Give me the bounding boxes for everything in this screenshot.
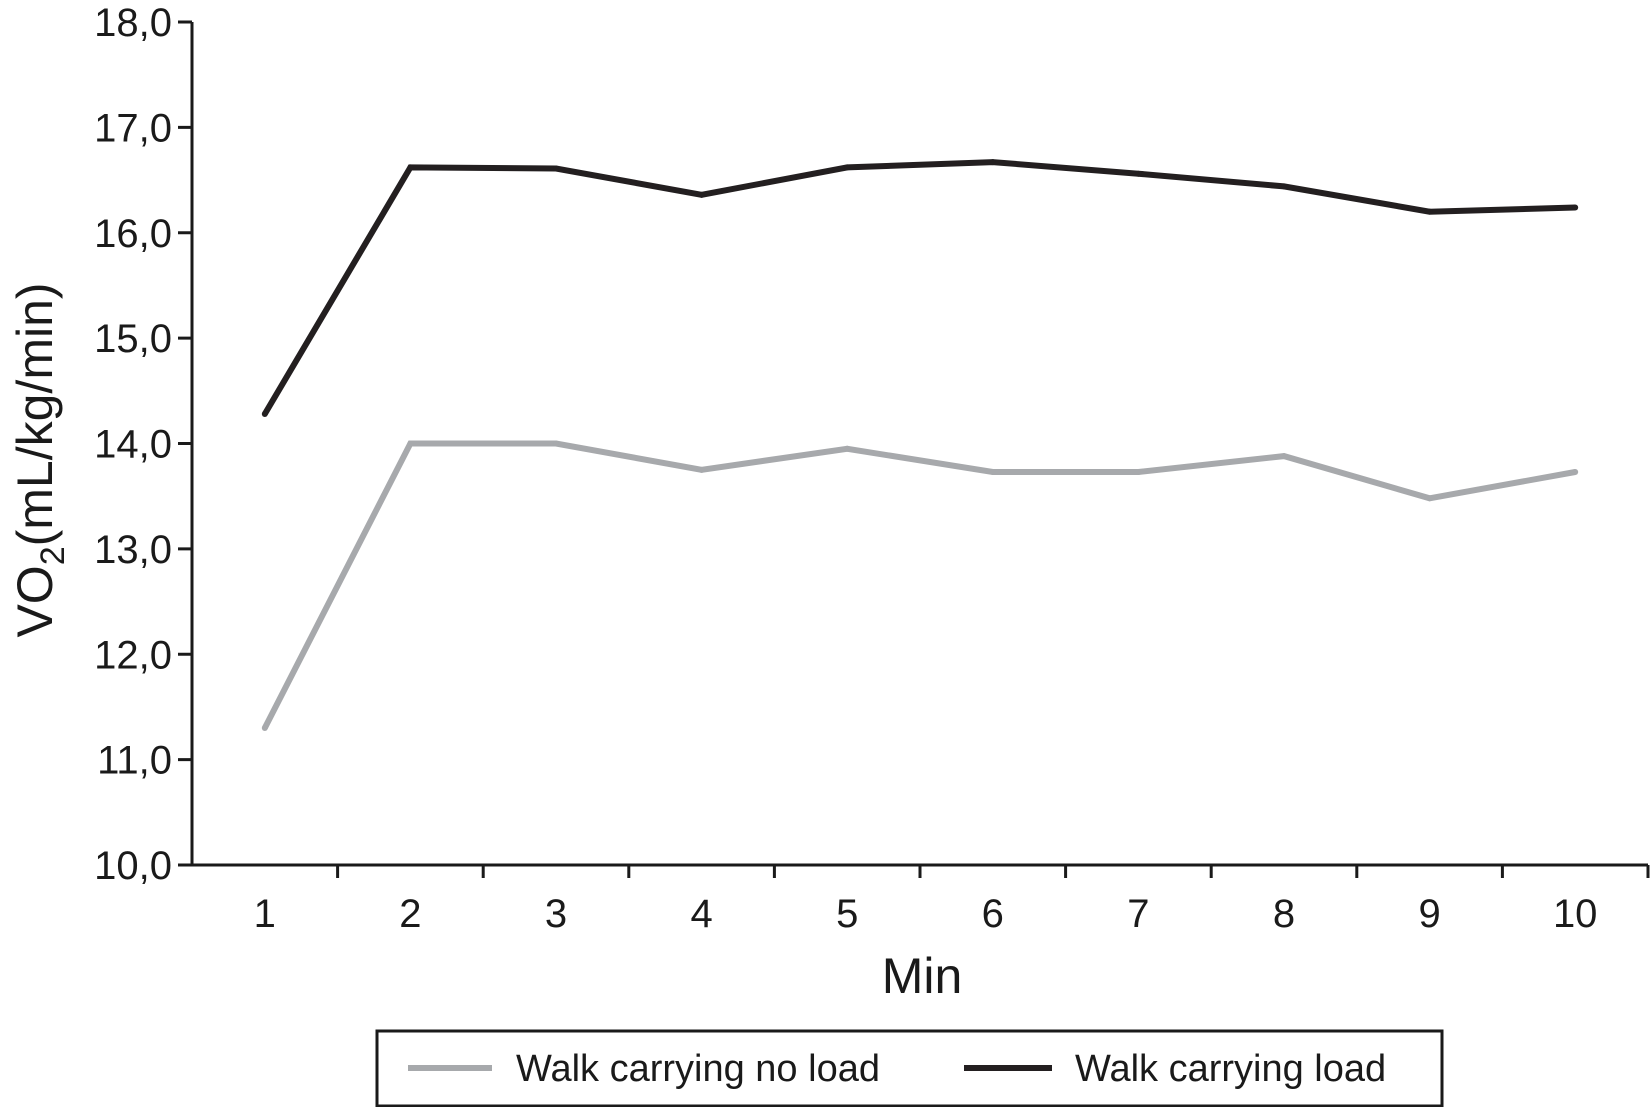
data-point-no-load: [1281, 453, 1287, 460]
y-axis-title-suffix: (mL/kg/min): [7, 282, 63, 546]
legend-label-load: Walk carrying load: [1075, 1048, 1386, 1090]
legend: Walk carrying no load Walk carrying load: [375, 1029, 1444, 1107]
data-point-no-load: [1426, 495, 1433, 502]
data-point-no-load: [261, 725, 268, 732]
y-tick-label: 16,0: [94, 212, 172, 256]
y-tick-label: 18,0: [94, 1, 172, 45]
y-tick-label: 10,0: [94, 844, 172, 888]
y-axis-title: VO2(mL/kg/min): [7, 282, 72, 637]
x-tick-label: 2: [399, 892, 421, 936]
y-tick-label: 15,0: [94, 317, 172, 361]
data-point-no-load: [1135, 468, 1142, 475]
data-point-no-load: [1572, 468, 1579, 475]
y-tick-label: 14,0: [94, 423, 172, 467]
data-point-no-load: [698, 466, 705, 473]
data-point-load: [989, 159, 996, 166]
data-point-load: [844, 164, 851, 171]
y-tick-label: 11,0: [97, 739, 172, 783]
data-point-no-load: [553, 440, 559, 447]
x-tick-label: 10: [1553, 892, 1598, 936]
x-tick-label: 1: [254, 892, 276, 936]
data-point-load: [261, 410, 268, 417]
series-line-load: [262, 159, 1576, 416]
data-point-no-load: [407, 440, 414, 447]
x-tick-label: 7: [1127, 892, 1149, 936]
x-tick-label: 5: [836, 892, 858, 936]
x-axis-title: Min: [882, 948, 963, 1004]
data-point-load: [1135, 170, 1142, 177]
y-axis-ticks: 10,0 11,0 12,0 13,0 14,0 15,0 16,0 17,0 18,0: [94, 1, 192, 888]
x-tick-label: 3: [545, 892, 567, 936]
data-point-load: [407, 164, 414, 171]
series-line-no-load: [262, 440, 1576, 730]
data-point-no-load: [989, 468, 996, 475]
data-point-load: [1572, 204, 1579, 211]
y-tick-label: 13,0: [94, 528, 172, 572]
data-point-load: [1426, 208, 1433, 215]
data-point-load: [1281, 183, 1287, 190]
data-point-no-load: [844, 445, 851, 452]
x-tick-label: 9: [1418, 892, 1440, 936]
data-point-load: [698, 191, 705, 198]
legend-box: [375, 1029, 1444, 1107]
plot-series: [261, 159, 1579, 732]
y-tick-label: 17,0: [94, 106, 172, 150]
x-axis-ticks: 1 2 3 4 5 6 7 8 9 10: [254, 865, 1650, 936]
y-axis-title-subscript: 2: [34, 546, 72, 565]
data-point-load: [553, 165, 559, 172]
x-tick-label: 8: [1273, 892, 1295, 936]
x-tick-label: 4: [690, 892, 712, 936]
y-tick-label: 12,0: [94, 633, 172, 677]
y-axis-title-prefix: VO: [7, 565, 63, 637]
legend-label-no-load: Walk carrying no load: [516, 1048, 880, 1090]
x-tick-label: 6: [982, 892, 1004, 936]
